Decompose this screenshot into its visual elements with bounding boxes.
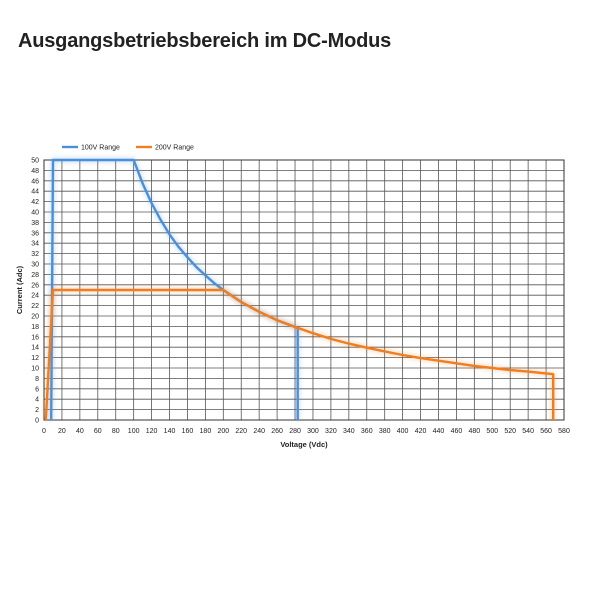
x-tick-label: 420 xyxy=(415,428,427,435)
y-tick-label: 0 xyxy=(35,418,39,425)
y-tick-label: 30 xyxy=(31,262,39,269)
y-tick-label: 32 xyxy=(31,251,39,258)
y-axis-label: Current (Adc) xyxy=(15,265,24,314)
x-tick-label: 580 xyxy=(558,428,570,435)
y-tick-label: 34 xyxy=(31,241,39,248)
x-tick-label: 300 xyxy=(307,428,319,435)
x-tick-label: 0 xyxy=(42,428,46,435)
x-tick-label: 120 xyxy=(146,428,158,435)
x-tick-label: 340 xyxy=(343,428,355,435)
x-tick-label: 80 xyxy=(112,428,120,435)
y-tick-label: 14 xyxy=(31,345,39,352)
x-tick-label: 520 xyxy=(504,428,516,435)
x-tick-label: 160 xyxy=(182,428,194,435)
x-tick-label: 440 xyxy=(433,428,445,435)
y-tick-label: 50 xyxy=(31,158,39,165)
x-tick-label: 100 xyxy=(128,428,140,435)
y-tick-label: 4 xyxy=(35,397,39,404)
x-tick-label: 320 xyxy=(325,428,337,435)
x-tick-label: 220 xyxy=(235,428,247,435)
y-tick-label: 36 xyxy=(31,230,39,237)
y-tick-label: 8 xyxy=(35,376,39,383)
x-tick-label: 60 xyxy=(94,428,102,435)
series-lines xyxy=(43,157,556,421)
x-tick-label: 360 xyxy=(361,428,373,435)
y-tick-label: 42 xyxy=(31,199,39,206)
y-tick-label: 16 xyxy=(31,334,39,341)
axes: 0 20 40 60 80 100 120 140 160 180 200 220 240 260 280 3… xyxy=(31,158,570,436)
y-tick-label: 38 xyxy=(31,220,39,227)
x-tick-label: 500 xyxy=(486,428,498,435)
y-tick-label: 48 xyxy=(31,168,39,175)
y-tick-label: 18 xyxy=(31,324,39,331)
x-tick-label: 560 xyxy=(540,428,552,435)
y-tick-label: 24 xyxy=(31,293,39,300)
x-tick-label: 460 xyxy=(451,428,463,435)
y-tick-label: 2 xyxy=(35,407,39,414)
y-tick-label: 20 xyxy=(31,314,39,321)
x-tick-label: 380 xyxy=(379,428,391,435)
y-tick-label: 12 xyxy=(31,355,39,362)
x-axis-label: Voltage (Vdc) xyxy=(280,440,328,449)
y-tick-label: 40 xyxy=(31,210,39,217)
x-tick-label: 540 xyxy=(522,428,534,435)
x-tick-label: 40 xyxy=(76,428,84,435)
plot-frame xyxy=(43,159,565,421)
y-tick-label: 6 xyxy=(35,386,39,393)
series-line-200v-range xyxy=(44,288,555,421)
y-tick-label: 28 xyxy=(31,272,39,279)
x-tick-label: 240 xyxy=(253,428,265,435)
page-title: Ausgangsbetriebsbereich im DC-Modus xyxy=(18,30,392,52)
x-tick-label: 480 xyxy=(469,428,481,435)
legend-entry: 200V Range xyxy=(155,145,194,152)
x-tick-label: 280 xyxy=(289,428,301,435)
legend-entry: 100V Range xyxy=(81,145,120,152)
x-tick-label: 20 xyxy=(58,428,66,435)
x-tick-label: 180 xyxy=(200,428,212,435)
x-tick-label: 400 xyxy=(397,428,409,435)
x-tick-label: 140 xyxy=(164,428,176,435)
x-tick-label: 200 xyxy=(217,428,229,435)
y-tick-label: 10 xyxy=(31,366,39,373)
legend: 100V Range 200V Range xyxy=(62,145,194,152)
y-tick-label: 46 xyxy=(31,178,39,185)
x-tick-label: 260 xyxy=(271,428,283,435)
y-tick-label: 22 xyxy=(31,303,39,310)
y-tick-label: 26 xyxy=(31,282,39,289)
y-tick-label: 44 xyxy=(31,189,39,196)
